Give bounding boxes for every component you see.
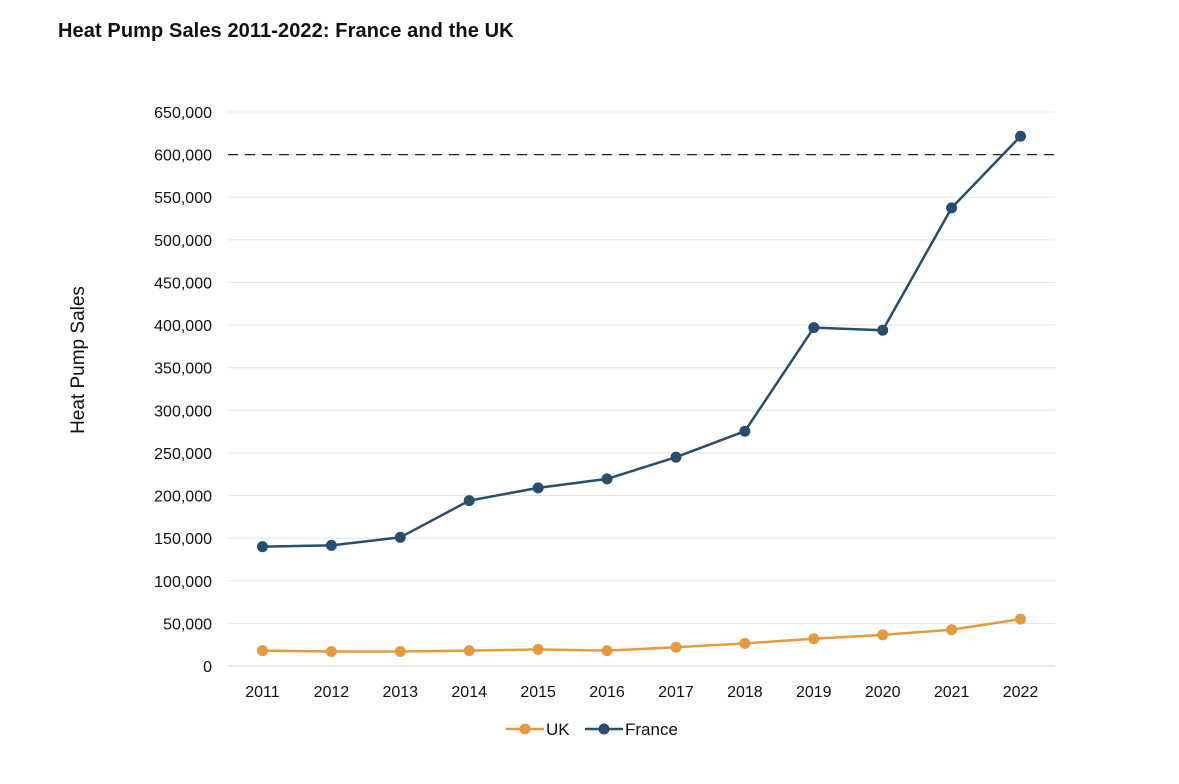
data-point-uk: [394, 646, 406, 658]
x-tick-label: 2019: [796, 684, 832, 701]
data-point-france: [946, 202, 958, 214]
legend-swatch-marker: [519, 723, 531, 735]
gridlines: [228, 111, 1055, 667]
data-point-uk: [739, 637, 751, 649]
data-point-uk: [877, 629, 889, 641]
legend-label: UK: [546, 720, 570, 739]
y-tick-label: 100,000: [154, 574, 212, 591]
y-tick-label: 300,000: [154, 403, 212, 420]
data-point-france: [1015, 130, 1027, 142]
y-tick-label: 150,000: [154, 531, 212, 548]
y-tick-label: 500,000: [154, 233, 212, 250]
x-tick-label: 2022: [1003, 684, 1039, 701]
data-point-france: [670, 451, 682, 463]
x-tick-label: 2014: [451, 684, 487, 701]
data-point-uk: [808, 633, 820, 645]
legend-swatch-marker: [598, 723, 610, 735]
data-point-france: [463, 495, 475, 507]
x-tick-label: 2018: [727, 684, 763, 701]
y-tick-label: 600,000: [154, 148, 212, 165]
y-tick-label: 0: [203, 659, 212, 676]
x-tick-label: 2013: [382, 684, 418, 701]
data-point-france: [532, 482, 544, 494]
legend-item-uk: UK: [506, 720, 570, 739]
data-point-france: [256, 541, 268, 553]
data-point-uk: [946, 624, 958, 636]
y-tick-label: 400,000: [154, 318, 212, 335]
data-point-france: [601, 473, 613, 485]
x-axis-ticks: 2011 2012 2013 2014 2015 2016 2017 2018 2019 2020…: [245, 684, 1038, 701]
data-point-uk: [256, 645, 268, 657]
y-tick-label: 250,000: [154, 446, 212, 463]
data-point-uk: [601, 645, 613, 657]
y-axis-ticks: 0 50,000 100,000 150,000 200,000 250,000 300,0…: [154, 105, 212, 676]
legend-label: France: [625, 720, 678, 739]
series-france: [256, 130, 1027, 553]
x-tick-label: 2021: [934, 684, 970, 701]
x-tick-label: 2017: [658, 684, 694, 701]
data-point-france: [808, 322, 820, 334]
x-tick-label: 2012: [314, 684, 350, 701]
y-tick-label: 650,000: [154, 105, 212, 122]
data-point-uk: [1015, 613, 1027, 625]
x-tick-label: 2015: [520, 684, 556, 701]
y-tick-label: 350,000: [154, 361, 212, 378]
data-point-france: [394, 531, 406, 543]
data-point-france: [325, 539, 337, 551]
legend: UK France: [506, 720, 678, 739]
chart-title: Heat Pump Sales 2011-2022: France and th…: [58, 20, 514, 42]
y-tick-label: 550,000: [154, 190, 212, 207]
legend-item-france: France: [585, 720, 678, 739]
series-line-uk: [262, 617, 1021, 653]
series-line-france: [262, 135, 1022, 548]
data-point-uk: [325, 646, 337, 658]
data-point-uk: [532, 643, 544, 655]
x-tick-label: 2011: [245, 684, 280, 701]
data-point-uk: [670, 641, 682, 653]
y-axis-label: Heat Pump Sales: [68, 286, 89, 434]
y-tick-label: 450,000: [154, 275, 212, 292]
x-tick-label: 2020: [865, 684, 901, 701]
data-point-france: [877, 324, 889, 336]
x-tick-label: 2016: [589, 684, 625, 701]
series-group: [256, 130, 1027, 658]
data-point-uk: [463, 645, 475, 657]
data-point-france: [739, 425, 751, 437]
y-tick-label: 200,000: [154, 489, 212, 506]
series-uk: [256, 613, 1027, 658]
y-tick-label: 50,000: [163, 616, 212, 633]
